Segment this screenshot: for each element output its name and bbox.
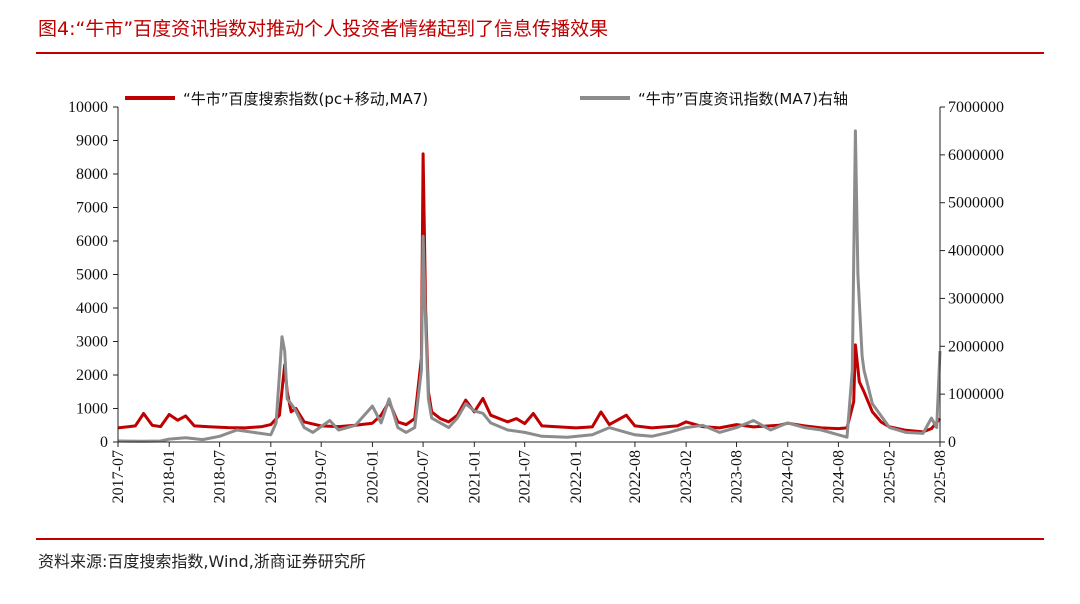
x-tick-label: 2022-08 xyxy=(627,450,644,503)
legend-label-1: “牛市”百度搜索指数(pc+移动,MA7) xyxy=(183,90,428,108)
y-right-tick-label: 6000000 xyxy=(948,147,1004,164)
x-tick-label: 2019-01 xyxy=(263,450,280,503)
source-note: 资料来源:百度搜索指数,Wind,浙商证券研究所 xyxy=(38,552,366,571)
y-right-tick-label: 5000000 xyxy=(948,195,1004,212)
x-tick-label: 2023-02 xyxy=(678,450,695,503)
x-tick-label: 2023-08 xyxy=(729,450,746,503)
y-left-tick-label: 4000 xyxy=(76,300,108,317)
series-line-1 xyxy=(117,152,942,434)
x-tick-label: 2024-08 xyxy=(830,450,847,503)
y-right-tick-label: 3000000 xyxy=(948,290,1004,307)
x-tick-label: 2018-01 xyxy=(161,450,178,503)
x-tick-label: 2021-01 xyxy=(466,450,483,503)
y-left-tick-label: 10000 xyxy=(68,99,108,116)
legend-label-2: “牛市”百度资讯指数(MA7)右轴 xyxy=(638,90,848,108)
y-left-tick-label: 9000 xyxy=(76,133,108,150)
x-tick-label: 2017-07 xyxy=(110,450,127,503)
y-right-tick-label: 0 xyxy=(948,434,956,451)
x-tick-label: 2024-02 xyxy=(780,450,797,503)
y-left-tick-label: 6000 xyxy=(76,233,108,250)
series-line-2 xyxy=(117,129,942,443)
x-tick-label: 2025-02 xyxy=(882,450,899,503)
x-tick-label: 2020-01 xyxy=(364,450,381,503)
y-right-tick-label: 1000000 xyxy=(948,386,1004,403)
x-tick-label: 2018-07 xyxy=(212,450,229,503)
figure-title: 图4:“牛市”百度资讯指数对推动个人投资者情绪起到了信息传播效果 xyxy=(38,18,609,40)
y-left-tick-label: 8000 xyxy=(76,166,108,183)
y-left-tick-label: 5000 xyxy=(76,267,108,284)
source-divider xyxy=(36,538,1044,540)
title-divider xyxy=(36,52,1044,54)
y-left-tick-label: 0 xyxy=(100,434,108,451)
series-layer xyxy=(117,129,942,443)
x-tick-label: 2019-07 xyxy=(313,450,330,503)
y-right-tick-label: 7000000 xyxy=(948,99,1004,116)
y-left-tick-label: 3000 xyxy=(76,334,108,351)
x-tick-label: 2022-01 xyxy=(568,450,585,503)
chart-legend: “牛市”百度搜索指数(pc+移动,MA7) “牛市”百度资讯指数(MA7)右轴 xyxy=(125,90,848,108)
x-tick-label: 2025-08 xyxy=(932,450,949,503)
y-left-tick-label: 2000 xyxy=(76,367,108,384)
x-tick-label: 2020-07 xyxy=(415,450,432,503)
x-tick-label: 2021-07 xyxy=(517,450,534,503)
y-left-tick-label: 1000 xyxy=(76,401,108,418)
chart-axes: 0 1000 2000 3000 4000 5000 6000 7000 8000 9000 100… xyxy=(68,99,1004,503)
y-right-tick-label: 4000000 xyxy=(948,243,1004,260)
y-left-tick-label: 7000 xyxy=(76,200,108,217)
y-right-tick-label: 2000000 xyxy=(948,338,1004,355)
